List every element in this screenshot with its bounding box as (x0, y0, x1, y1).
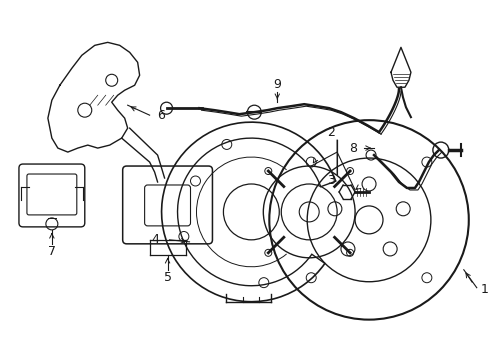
Text: 3: 3 (326, 174, 334, 186)
Text: 6: 6 (157, 109, 165, 122)
Text: 4: 4 (151, 233, 159, 246)
Text: 8: 8 (348, 141, 356, 154)
Text: 1: 1 (480, 283, 488, 296)
Text: 7: 7 (48, 245, 56, 258)
Polygon shape (390, 48, 410, 87)
Text: 2: 2 (326, 126, 334, 139)
Text: 5: 5 (163, 271, 171, 284)
Text: 9: 9 (273, 78, 281, 91)
